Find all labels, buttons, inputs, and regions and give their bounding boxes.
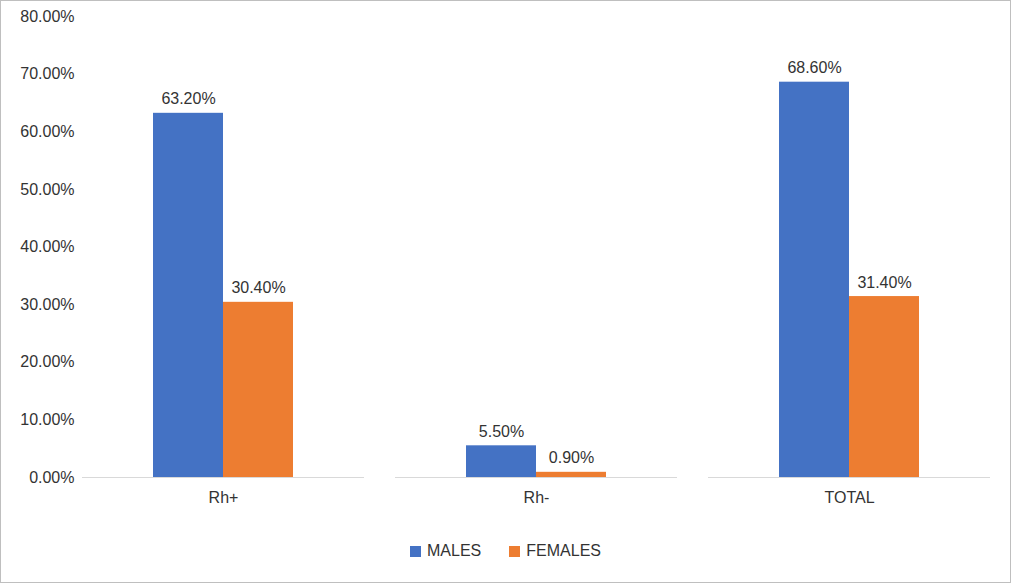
- svg-text:50.00%: 50.00%: [20, 180, 74, 197]
- svg-text:0.00%: 0.00%: [29, 469, 74, 486]
- svg-text:68.60%: 68.60%: [787, 59, 841, 76]
- svg-text:40.00%: 40.00%: [20, 238, 74, 255]
- svg-text:31.40%: 31.40%: [857, 274, 911, 291]
- html-text:MALES: MALES: [427, 542, 482, 559]
- svg-text:5.50%: 5.50%: [479, 423, 524, 440]
- svg-text:60.00%: 60.00%: [20, 123, 74, 140]
- svg-text:63.20%: 63.20%: [161, 90, 215, 107]
- svg-text:30.00%: 30.00%: [20, 296, 74, 313]
- svg-text:20.00%: 20.00%: [20, 353, 74, 370]
- svg-text:10.00%: 10.00%: [20, 411, 74, 428]
- svg-text:30.40%: 30.40%: [231, 279, 285, 296]
- svg-text:Rh+: Rh+: [209, 489, 239, 506]
- svg-text:Rh-: Rh-: [524, 489, 550, 506]
- svg-text:80.00%: 80.00%: [20, 8, 74, 25]
- svg-text:0.90%: 0.90%: [549, 449, 594, 466]
- svg-text:TOTAL: TOTAL: [824, 489, 874, 506]
- html-text:FEMALES: FEMALES: [526, 542, 601, 559]
- svg-text:70.00%: 70.00%: [20, 65, 74, 82]
